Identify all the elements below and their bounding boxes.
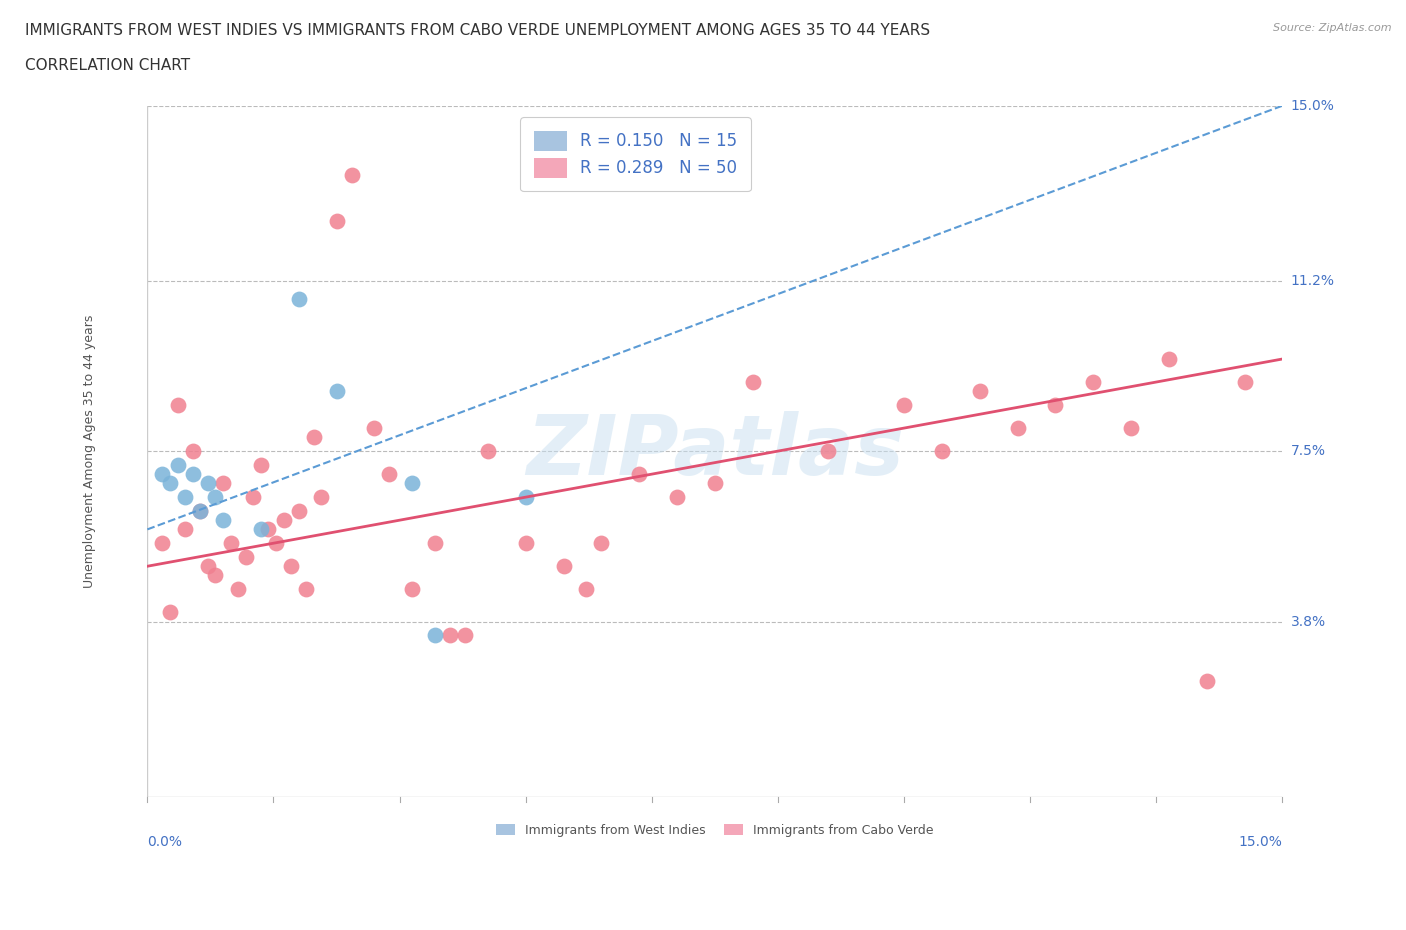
Text: 15.0%: 15.0%: [1239, 834, 1282, 848]
Point: [302, 430, 325, 445]
Text: 7.5%: 7.5%: [1291, 445, 1326, 458]
Point: [363, 420, 385, 435]
Point: [325, 384, 347, 399]
Point: [1195, 674, 1218, 689]
Point: [1119, 420, 1142, 435]
Point: [273, 512, 295, 527]
Point: [515, 536, 537, 551]
Point: [454, 628, 477, 643]
Text: 15.0%: 15.0%: [1291, 99, 1334, 113]
Point: [188, 503, 211, 518]
Point: [181, 444, 204, 458]
Point: [152, 467, 174, 482]
Point: [1157, 352, 1180, 366]
Point: [553, 559, 575, 574]
Point: [219, 536, 242, 551]
Point: [401, 582, 423, 597]
Point: [152, 536, 174, 551]
Point: [212, 512, 235, 527]
Text: IMMIGRANTS FROM WEST INDIES VS IMMIGRANTS FROM CABO VERDE UNEMPLOYMENT AMONG AGE: IMMIGRANTS FROM WEST INDIES VS IMMIGRANT…: [25, 23, 931, 38]
Point: [181, 467, 204, 482]
Point: [1233, 375, 1256, 390]
Point: [378, 467, 401, 482]
Point: [817, 444, 839, 458]
Legend: Immigrants from West Indies, Immigrants from Cabo Verde: Immigrants from West Indies, Immigrants …: [491, 819, 939, 842]
Point: [188, 503, 211, 518]
Point: [423, 536, 446, 551]
Point: [969, 384, 991, 399]
Point: [159, 476, 181, 491]
Point: [166, 458, 188, 472]
Point: [575, 582, 598, 597]
Point: [159, 604, 181, 619]
Point: [226, 582, 249, 597]
Point: [204, 568, 226, 583]
Point: [174, 490, 197, 505]
Point: [204, 490, 226, 505]
Point: [166, 398, 188, 413]
Point: [197, 476, 219, 491]
Point: [212, 476, 235, 491]
Point: [250, 522, 273, 537]
Text: ZIPatlas: ZIPatlas: [526, 411, 904, 492]
Point: [197, 559, 219, 574]
Point: [1083, 375, 1105, 390]
Text: Source: ZipAtlas.com: Source: ZipAtlas.com: [1274, 23, 1392, 33]
Text: 3.8%: 3.8%: [1291, 615, 1326, 629]
Point: [257, 522, 280, 537]
Point: [666, 490, 689, 505]
Point: [174, 522, 197, 537]
Point: [311, 490, 333, 505]
Text: 11.2%: 11.2%: [1291, 273, 1334, 287]
Point: [741, 375, 763, 390]
Point: [591, 536, 613, 551]
Text: Unemployment Among Ages 35 to 44 years: Unemployment Among Ages 35 to 44 years: [83, 314, 96, 588]
Point: [295, 582, 318, 597]
Point: [893, 398, 915, 413]
Point: [264, 536, 287, 551]
Point: [287, 292, 309, 307]
Point: [1007, 420, 1029, 435]
Point: [250, 458, 273, 472]
Point: [703, 476, 725, 491]
Point: [235, 550, 257, 565]
Text: 0.0%: 0.0%: [148, 834, 183, 848]
Point: [628, 467, 651, 482]
Point: [1045, 398, 1067, 413]
Point: [340, 167, 363, 182]
Point: [242, 490, 264, 505]
Point: [931, 444, 953, 458]
Point: [423, 628, 446, 643]
Point: [325, 213, 347, 228]
Point: [477, 444, 499, 458]
Point: [280, 559, 302, 574]
Point: [287, 503, 309, 518]
Text: CORRELATION CHART: CORRELATION CHART: [25, 58, 190, 73]
Point: [401, 476, 423, 491]
Point: [439, 628, 461, 643]
Point: [515, 490, 537, 505]
